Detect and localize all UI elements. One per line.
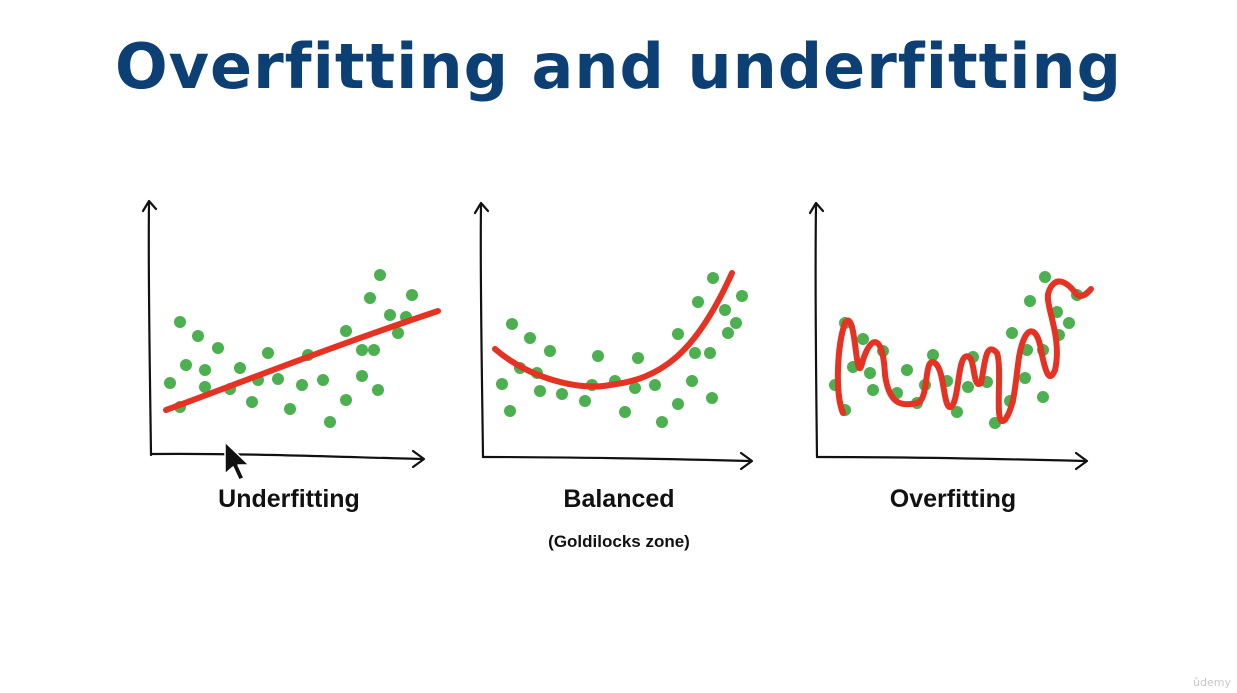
data-point <box>656 416 668 428</box>
data-point <box>212 342 224 354</box>
data-point <box>951 406 963 418</box>
y-axis <box>479 203 485 459</box>
data-point <box>246 396 258 408</box>
data-point <box>506 318 518 330</box>
underfitting-plot <box>141 199 441 469</box>
data-point <box>199 364 211 376</box>
x-axis-arrow-icon <box>739 451 754 471</box>
data-point <box>736 290 748 302</box>
data-point <box>340 394 352 406</box>
data-point <box>384 309 396 321</box>
panel-underfitting <box>140 195 450 485</box>
overfit-curve <box>834 278 1094 425</box>
x-axis-arrow-icon <box>411 449 426 469</box>
overfitting-plot <box>808 201 1094 471</box>
data-point <box>619 406 631 418</box>
data-point <box>730 317 742 329</box>
data-point <box>199 381 211 393</box>
data-point <box>857 333 869 345</box>
data-point <box>672 398 684 410</box>
data-point <box>1039 271 1051 283</box>
data-point <box>174 316 186 328</box>
data-point <box>340 325 352 337</box>
x-axis <box>815 455 1087 463</box>
data-point <box>864 367 876 379</box>
data-point <box>592 350 604 362</box>
data-point <box>629 382 641 394</box>
data-point <box>324 416 336 428</box>
data-point <box>356 344 368 356</box>
caption-balanced: Balanced <box>563 485 675 513</box>
y-axis <box>814 203 819 459</box>
data-point <box>927 349 939 361</box>
subcaption-balanced: (Goldilocks zone) <box>548 532 690 551</box>
panel-balanced <box>470 195 780 485</box>
data-point <box>262 347 274 359</box>
data-point <box>706 392 718 404</box>
caption-overfitting: Overfitting <box>889 485 1017 513</box>
data-point <box>392 327 404 339</box>
caption-underfitting: Underfitting <box>218 485 360 513</box>
data-point <box>296 379 308 391</box>
data-point <box>1006 327 1018 339</box>
data-point <box>867 384 879 396</box>
data-point <box>1037 391 1049 403</box>
x-axis-arrow-icon <box>1074 451 1089 471</box>
data-point <box>579 395 591 407</box>
data-point <box>1063 317 1075 329</box>
data-point <box>534 385 546 397</box>
data-point <box>556 388 568 400</box>
data-points <box>496 272 748 428</box>
x-axis <box>149 452 424 461</box>
balanced-curve <box>492 270 735 390</box>
y-axis-arrow-icon <box>808 201 825 215</box>
data-point <box>372 384 384 396</box>
data-point <box>962 381 974 393</box>
balanced-plot <box>473 201 754 471</box>
data-points <box>164 269 418 428</box>
data-point <box>234 362 246 374</box>
y-axis <box>147 201 153 457</box>
data-point <box>707 272 719 284</box>
data-point <box>504 405 516 417</box>
data-point <box>496 378 508 390</box>
data-point <box>901 364 913 376</box>
data-point <box>180 359 192 371</box>
data-point <box>692 296 704 308</box>
data-point <box>317 374 329 386</box>
data-point <box>368 344 380 356</box>
y-axis-arrow-icon <box>141 199 158 213</box>
data-point <box>364 292 376 304</box>
data-point <box>722 327 734 339</box>
data-point <box>704 347 716 359</box>
mouse-pointer-icon <box>224 441 250 481</box>
panel-overfitting <box>805 195 1115 485</box>
data-point <box>719 304 731 316</box>
axes <box>473 201 754 471</box>
y-axis-arrow-icon <box>473 201 490 215</box>
x-axis <box>481 455 752 463</box>
data-point <box>1019 372 1031 384</box>
slide-title: Overfitting and underfitting <box>114 30 1123 103</box>
data-point <box>272 373 284 385</box>
data-point <box>192 330 204 342</box>
data-point <box>164 377 176 389</box>
data-point <box>672 328 684 340</box>
data-point <box>689 347 701 359</box>
axes <box>141 199 426 469</box>
data-point <box>284 403 296 415</box>
data-point <box>1024 295 1036 307</box>
underfit-curve <box>163 308 441 413</box>
data-point <box>649 379 661 391</box>
data-point <box>632 352 644 364</box>
data-point <box>686 375 698 387</box>
data-point <box>544 345 556 357</box>
watermark: ûdemy <box>1193 676 1231 689</box>
data-point <box>356 370 368 382</box>
axes <box>808 201 1089 471</box>
data-point <box>524 332 536 344</box>
data-point <box>374 269 386 281</box>
data-point <box>406 289 418 301</box>
